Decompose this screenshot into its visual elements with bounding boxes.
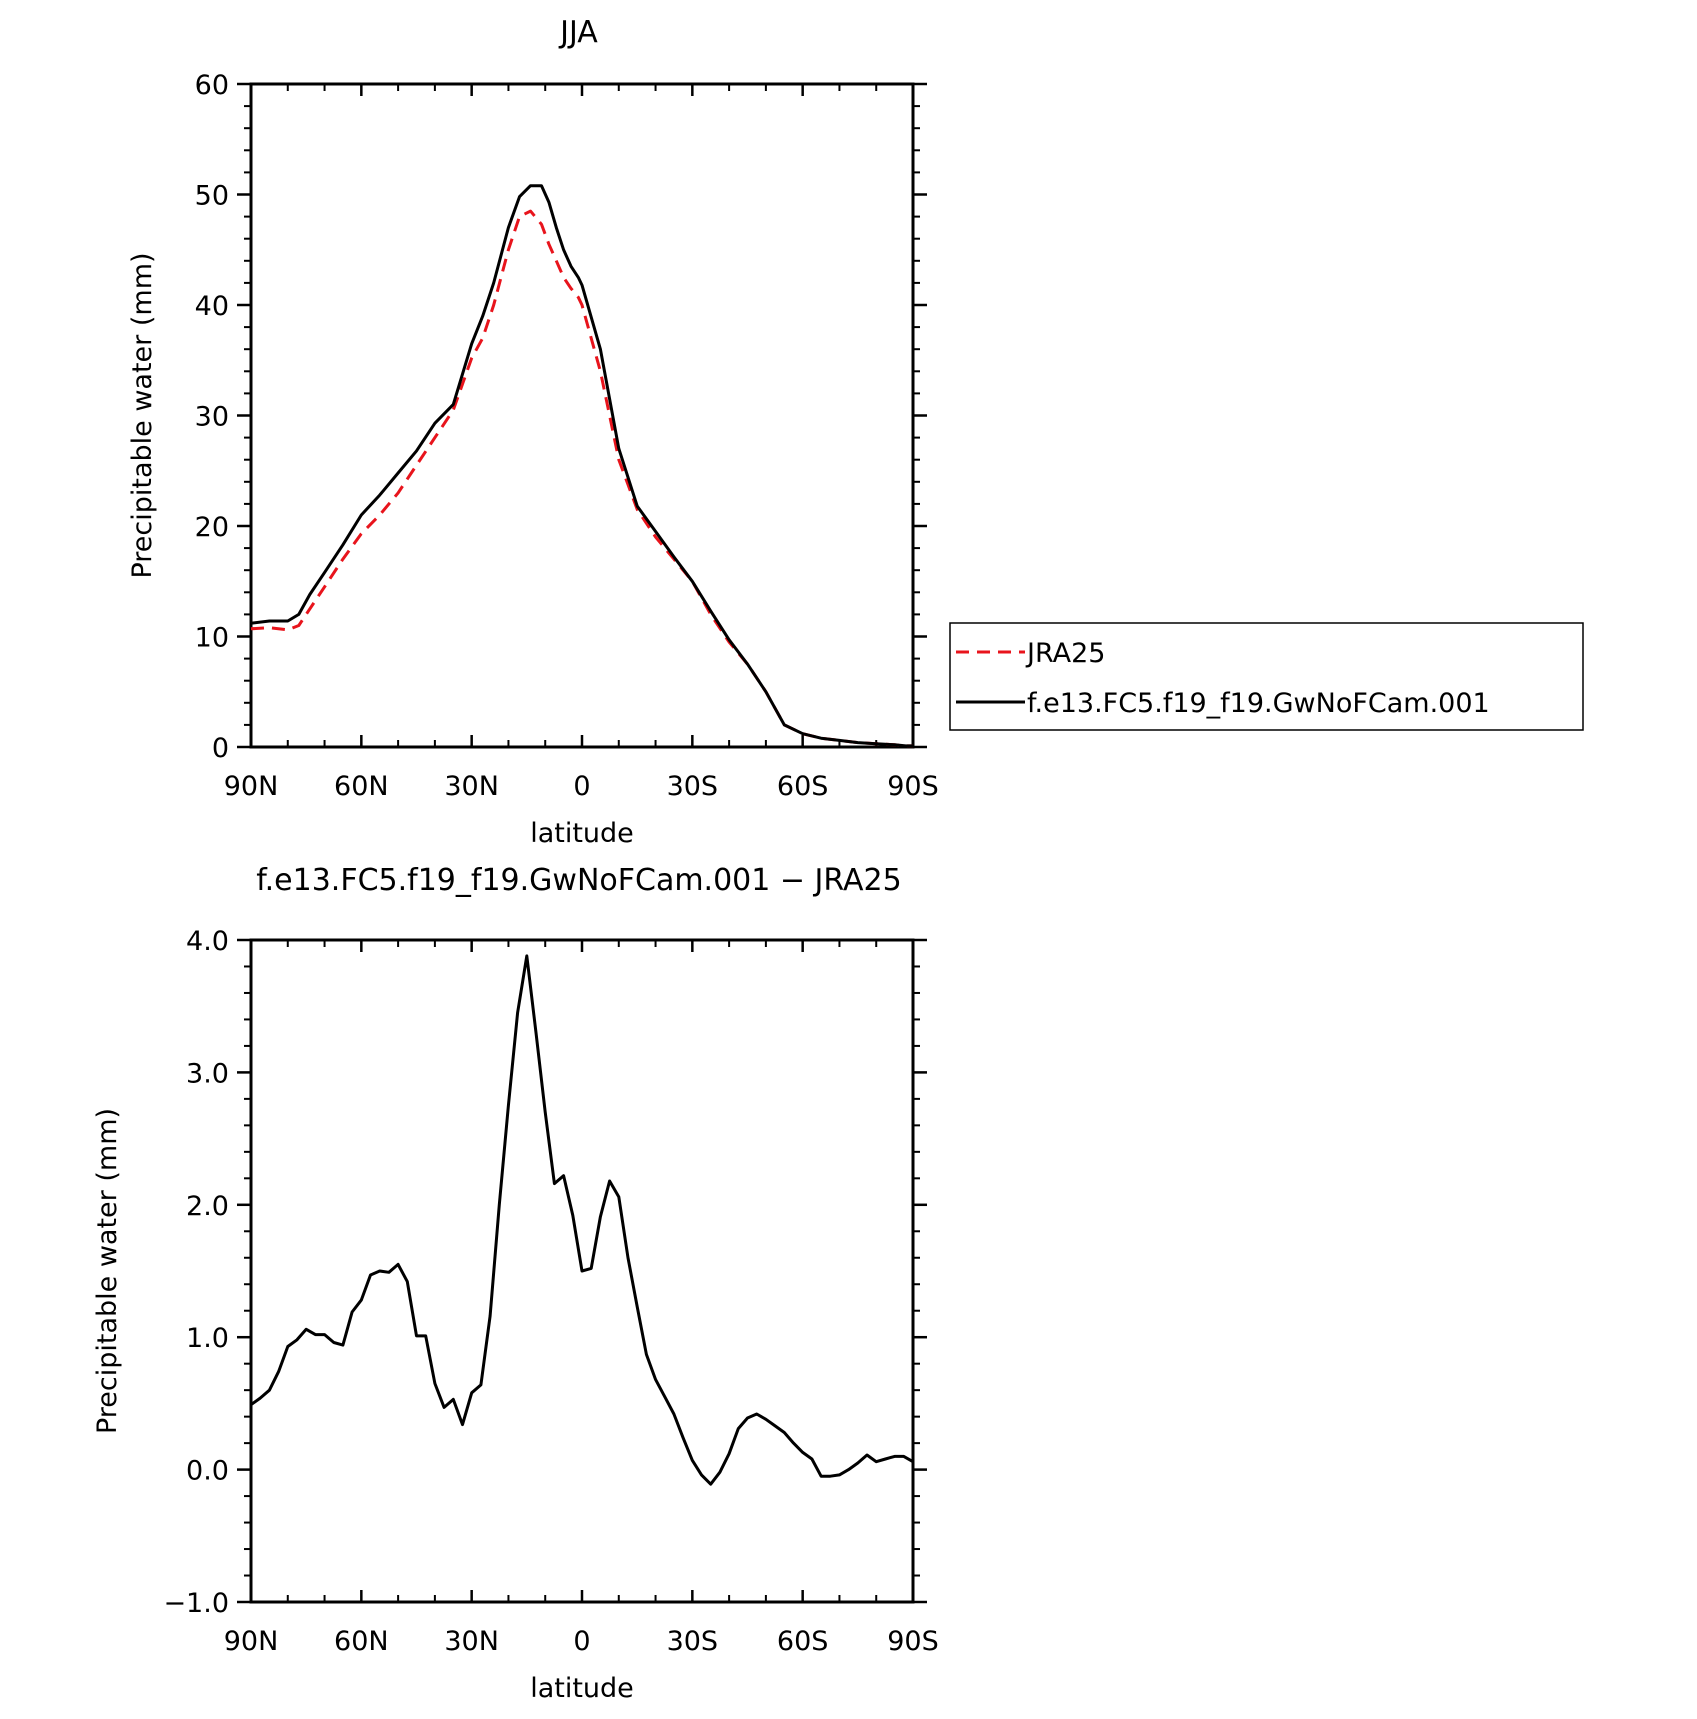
tick-marks (237, 938, 927, 1604)
x-tick-label: 90S (887, 771, 939, 802)
y-tick-label: 60 (195, 70, 229, 101)
y-tick-label: 0 (212, 733, 229, 764)
x-tick-label: 90S (887, 1626, 939, 1657)
chart-title: f.e13.FC5.f19_f19.GwNoFCam.001 − JRA25 (256, 863, 901, 898)
x-tick-label: 60N (334, 771, 389, 802)
y-tick-label: 2.0 (186, 1191, 229, 1222)
legend-label-jra25: JRA25 (1025, 638, 1105, 669)
x-tick-label: 30S (667, 771, 719, 802)
legend-box (949, 622, 1584, 731)
x-tick-label: 60S (777, 1626, 829, 1657)
x-tick-label: 90N (224, 771, 279, 802)
x-tick-labels: 90N 60N 30N 0 30S 60S 90S (224, 771, 939, 802)
y-tick-label: 10 (195, 623, 229, 654)
x-tick-label: 30S (667, 1626, 719, 1657)
y-tick-label: 20 (195, 512, 229, 543)
x-axis-label: latitude (530, 1673, 634, 1704)
bottom-panel: f.e13.FC5.f19_f19.GwNoFCam.001 − JRA25 9… (92, 863, 939, 1704)
legend-label-model: f.e13.FC5.f19_f19.GwNoFCam.001 (1027, 688, 1490, 719)
x-tick-label: 30N (444, 1626, 499, 1657)
x-tick-label: 30N (444, 771, 499, 802)
series-lines (250, 184, 913, 748)
y-axis-label: Precipitable water (mm) (92, 1108, 123, 1434)
series-lines (250, 954, 914, 1486)
y-tick-label: −1.0 (163, 1588, 229, 1619)
y-tick-labels: 0 10 20 30 40 50 60 (195, 70, 229, 764)
difference-line (250, 954, 914, 1486)
x-tick-label: 60S (777, 771, 829, 802)
y-tick-label: 40 (195, 291, 229, 322)
x-axis-label: latitude (530, 818, 634, 849)
y-tick-label: 1.0 (186, 1323, 229, 1354)
y-tick-labels: −1.0 0.0 1.0 2.0 3.0 4.0 (163, 926, 229, 1619)
y-tick-label: 30 (195, 402, 229, 433)
x-tick-label: 90N (224, 1626, 279, 1657)
y-tick-label: 3.0 (186, 1058, 229, 1089)
y-tick-label: 4.0 (186, 926, 229, 957)
y-axis-label: Precipitable water (mm) (127, 252, 158, 578)
plot-frame (249, 82, 915, 749)
x-tick-label: 0 (573, 1626, 590, 1657)
series-line-model (250, 184, 913, 748)
tick-marks (237, 82, 927, 749)
top-panel: JJA 90N 60N 30N 0 30S 60S 90S 0 10 20 30 40 50 60 la… (127, 15, 939, 849)
y-tick-label: 0.0 (186, 1456, 229, 1487)
x-tick-labels: 90N 60N 30N 0 30S 60S 90S (224, 1626, 939, 1657)
series-line-jra25 (250, 209, 913, 748)
legend: JRA25 f.e13.FC5.f19_f19.GwNoFCam.001 (949, 622, 1584, 731)
x-tick-label: 60N (334, 1626, 389, 1657)
chart-title: JJA (558, 15, 598, 50)
y-tick-label: 50 (195, 181, 229, 212)
x-tick-label: 0 (573, 771, 590, 802)
